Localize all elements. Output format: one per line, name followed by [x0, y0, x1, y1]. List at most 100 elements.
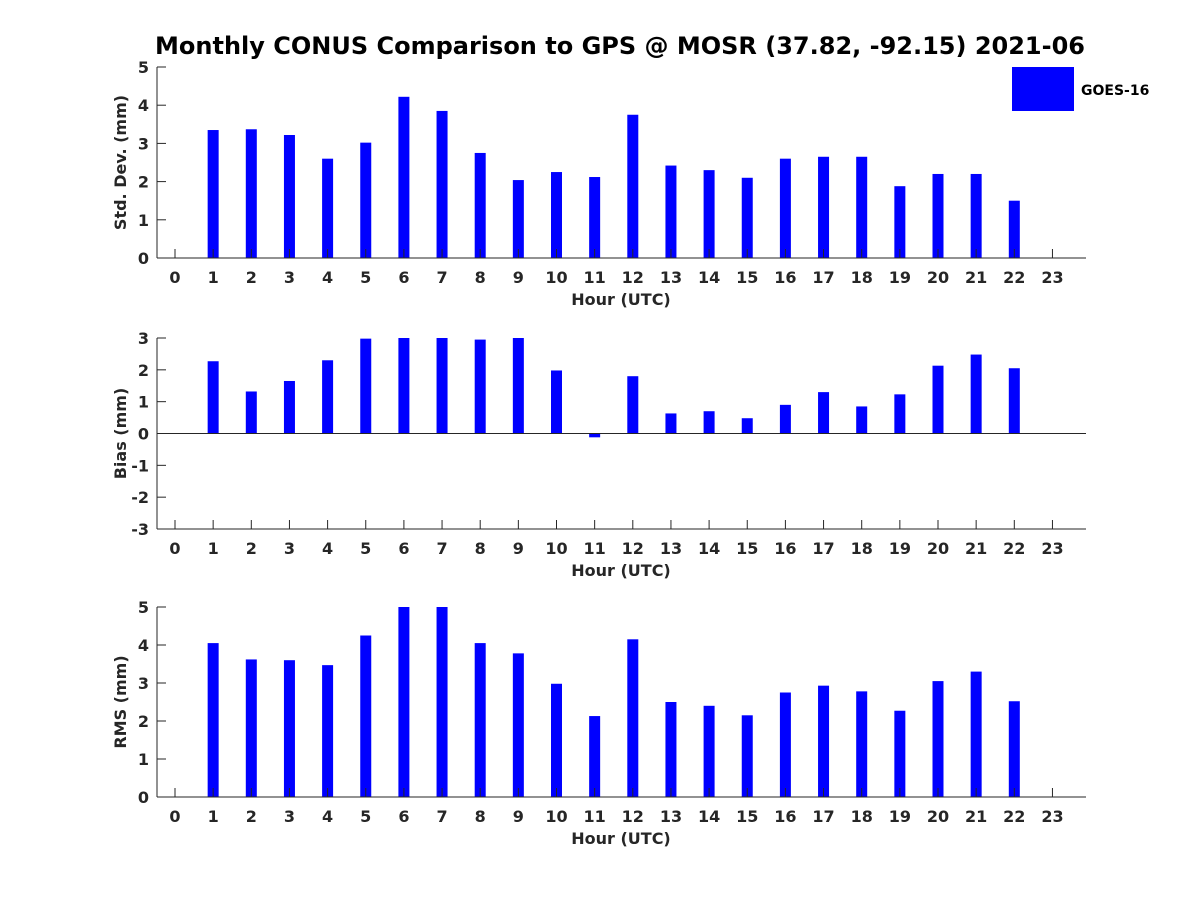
bias-bar-12: [627, 376, 639, 434]
rms-x-tick-label: 18: [851, 807, 873, 826]
std-dev-bar-3: [283, 135, 295, 258]
std-dev-y-tick-label: 0: [138, 249, 149, 268]
std-dev-x-tick-label: 2: [246, 268, 257, 287]
rms-y-tick-label: 0: [138, 788, 149, 807]
std-dev-bar-21: [970, 173, 982, 258]
rms-x-tick-label: 19: [889, 807, 911, 826]
std-dev-x-tick-label: 3: [284, 268, 295, 287]
std-dev-bar-22: [1008, 200, 1020, 258]
std-dev-x-tick-label: 12: [622, 268, 644, 287]
figure-title: Monthly CONUS Comparison to GPS @ MOSR (…: [155, 32, 1085, 60]
rms-bar-17: [818, 685, 830, 797]
bias-x-tick-label: 3: [284, 539, 295, 558]
rms-bar-4: [322, 665, 334, 797]
std-dev-x-tick-label: 10: [545, 268, 567, 287]
bias-bar-20: [932, 365, 944, 434]
rms-x-tick-label: 7: [436, 807, 447, 826]
bias-x-tick-label: 2: [246, 539, 257, 558]
std-dev-x-tick-label: 15: [736, 268, 758, 287]
std-dev-bar-4: [322, 158, 334, 258]
std-dev-bar-19: [894, 186, 906, 258]
rms-x-tick-label: 4: [322, 807, 333, 826]
rms-bar-5: [360, 635, 372, 797]
std-dev-y-axis-label: Std. Dev. (mm): [111, 95, 130, 230]
bias-bar-7: [436, 338, 448, 434]
bias-bar-2: [245, 391, 257, 434]
rms-bar-20: [932, 681, 944, 797]
std-dev-y-tick-label: 3: [138, 134, 149, 153]
std-dev-bar-11: [589, 177, 601, 258]
rms-x-tick-label: 6: [398, 807, 409, 826]
bias-x-tick-label: 5: [360, 539, 371, 558]
rms-x-tick-label: 11: [584, 807, 606, 826]
rms-y-axis-label: RMS (mm): [111, 655, 130, 748]
std-dev-x-tick-label: 14: [698, 268, 720, 287]
bias-x-tick-label: 20: [927, 539, 949, 558]
rms-x-tick-label: 13: [660, 807, 682, 826]
bias-bar-15: [741, 418, 753, 434]
bias-y-tick-label: -2: [131, 488, 149, 507]
bias-x-tick-label: 18: [851, 539, 873, 558]
bias-x-tick-label: 6: [398, 539, 409, 558]
bias-bar-16: [779, 404, 791, 434]
std-dev-x-tick-label: 19: [889, 268, 911, 287]
rms-bar-10: [551, 683, 562, 797]
rms-x-tick-label: 5: [360, 807, 371, 826]
rms-x-tick-label: 20: [927, 807, 949, 826]
bias-bar-5: [360, 338, 372, 434]
std-dev-bar-1: [207, 130, 219, 258]
std-dev-x-tick-label: 8: [475, 268, 486, 287]
bias-x-tick-label: 4: [322, 539, 333, 558]
std-dev-bar-12: [627, 114, 639, 258]
std-dev-x-tick-label: 21: [965, 268, 987, 287]
rms-bar-16: [779, 692, 791, 797]
bias-y-tick-label: -3: [131, 520, 149, 539]
rms-x-tick-label: 3: [284, 807, 295, 826]
bias-x-tick-label: 1: [208, 539, 219, 558]
std-dev-x-tick-label: 22: [1003, 268, 1025, 287]
std-dev-x-tick-label: 7: [436, 268, 447, 287]
std-dev-x-tick-label: 13: [660, 268, 682, 287]
bias-x-tick-label: 14: [698, 539, 720, 558]
std-dev-x-axis-label: Hour (UTC): [571, 290, 671, 309]
std-dev-x-tick-label: 0: [169, 268, 180, 287]
legend-swatch: [1012, 67, 1074, 111]
rms-bar-18: [856, 691, 868, 797]
rms-x-tick-label: 22: [1003, 807, 1025, 826]
bias-x-axis-label: Hour (UTC): [571, 561, 671, 580]
rms-bar-7: [436, 607, 448, 797]
bias-x-tick-label: 19: [889, 539, 911, 558]
bias-bar-13: [665, 413, 677, 434]
bias-x-tick-label: 21: [965, 539, 987, 558]
bias-x-tick-label: 11: [584, 539, 606, 558]
bias-x-tick-label: 8: [475, 539, 486, 558]
bias-bar-10: [551, 370, 562, 434]
rms-y-tick-label: 3: [138, 674, 149, 693]
bias-y-tick-label: 2: [138, 361, 149, 380]
bias-x-tick-label: 9: [513, 539, 524, 558]
legend-label: GOES-16: [1081, 83, 1149, 99]
bias-x-tick-label: 22: [1003, 539, 1025, 558]
rms-y-tick-label: 2: [138, 712, 149, 731]
std-dev-bar-18: [856, 156, 868, 258]
bias-bar-19: [894, 394, 906, 434]
bias-bar-8: [474, 339, 486, 434]
bias-bar-11: [589, 433, 601, 438]
bias-x-tick-label: 16: [774, 539, 796, 558]
bias-y-axis-label: Bias (mm): [111, 388, 130, 480]
std-dev-x-tick-label: 4: [322, 268, 333, 287]
std-dev-bar-20: [932, 173, 944, 258]
std-dev-x-tick-label: 9: [513, 268, 524, 287]
std-dev-bar-7: [436, 110, 448, 259]
std-dev-bar-13: [665, 165, 677, 258]
bias-y-tick-label: 3: [138, 329, 149, 348]
std-dev-x-tick-label: 16: [774, 268, 796, 287]
rms-bar-8: [474, 643, 486, 797]
bias-y-tick-label: -1: [131, 456, 149, 475]
bias-bar-14: [703, 411, 715, 434]
rms-x-tick-label: 8: [475, 807, 486, 826]
rms-x-tick-label: 2: [246, 807, 257, 826]
std-dev-y-tick-label: 5: [138, 58, 149, 77]
